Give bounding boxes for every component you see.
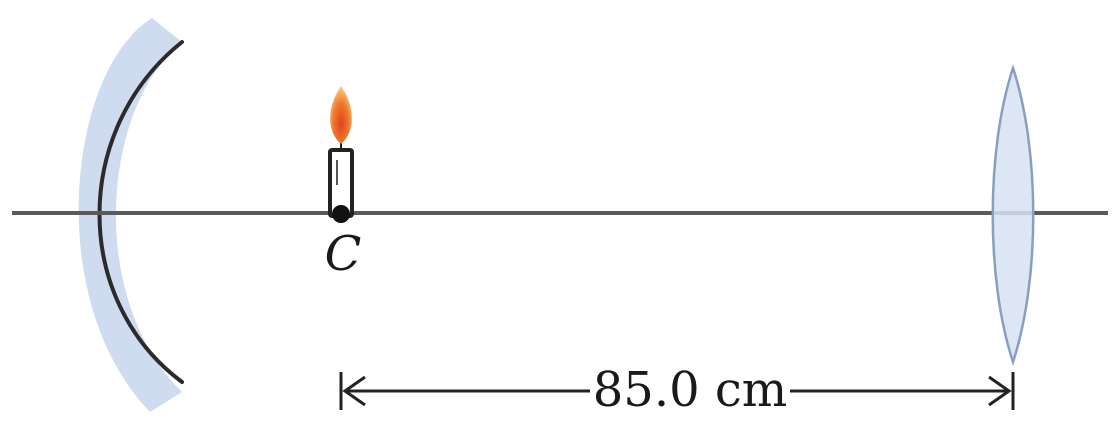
point-label: C: [325, 226, 362, 282]
distance-label: 85.0 cm: [593, 362, 788, 418]
candle-icon: [330, 142, 352, 216]
center-point: [332, 205, 350, 223]
converging-lens-icon: [993, 68, 1034, 362]
flame-icon: [330, 86, 352, 144]
